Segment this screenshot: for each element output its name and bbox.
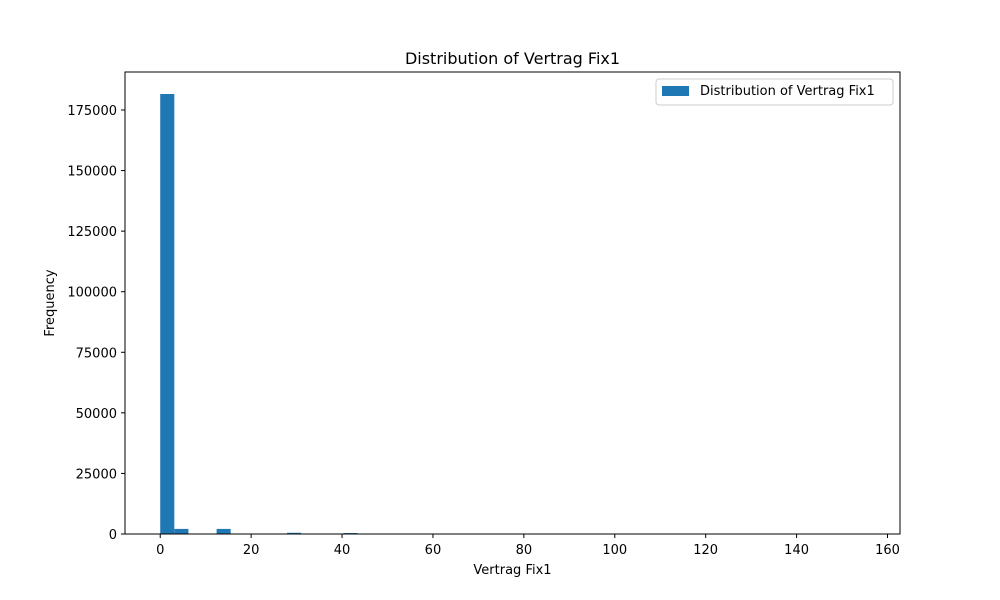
x-tick-label: 100 <box>602 543 627 558</box>
plot-frame <box>124 71 901 535</box>
histogram-bar <box>174 528 189 534</box>
x-tick-label: 20 <box>243 543 260 558</box>
y-tick-label: 100000 <box>67 286 117 301</box>
y-tick-label: 150000 <box>67 165 117 180</box>
histogram-bar <box>216 528 231 534</box>
x-tick-label: 0 <box>156 543 164 558</box>
y-tick-label: 0 <box>109 528 117 543</box>
histogram-bar <box>287 532 302 534</box>
legend-label: Distribution of Vertrag Fix1 <box>700 84 875 99</box>
y-tick-label: 125000 <box>67 225 117 240</box>
y-tick-label: 175000 <box>67 104 117 119</box>
legend: Distribution of Vertrag Fix1 <box>655 78 894 106</box>
y-axis-label: Frequency <box>43 269 58 336</box>
x-tick-label: 80 <box>516 543 533 558</box>
bars-group <box>160 94 358 534</box>
y-tick-label: 75000 <box>76 346 117 361</box>
histogram-bar <box>160 94 175 534</box>
y-tick-label: 50000 <box>76 407 117 422</box>
legend-box <box>655 78 894 106</box>
legend-swatch <box>662 86 689 96</box>
x-tick-label: 160 <box>875 543 900 558</box>
y-tick-label: 25000 <box>76 467 117 482</box>
x-tick-label: 40 <box>334 543 351 558</box>
x-tick-label: 140 <box>784 543 809 558</box>
x-tick-label: 120 <box>693 543 718 558</box>
x-axis: 0 20 40 60 80 100 120 140 160 <box>156 534 900 558</box>
y-axis: 0 25000 50000 75000 100000 125000 150000 175000 <box>67 104 125 543</box>
chart-title: Distribution of Vertrag Fix1 <box>405 49 620 68</box>
x-axis-label: Vertrag Fix1 <box>473 563 551 578</box>
x-tick-label: 60 <box>425 543 442 558</box>
